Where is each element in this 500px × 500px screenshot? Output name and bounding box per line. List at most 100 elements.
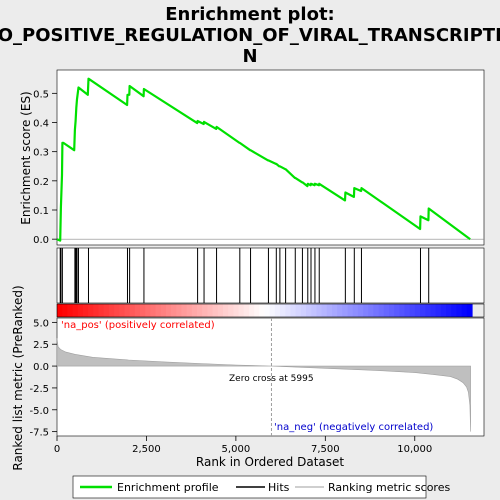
rank-band-cell [342, 304, 349, 317]
rank-band-cell [129, 304, 136, 317]
rank-metric-group [56, 318, 471, 436]
rank-color-band [56, 303, 485, 318]
rank-band-cell [114, 304, 120, 317]
legend-es-label: Enrichment profile [117, 481, 219, 494]
neg-correlated-label: 'na_neg' (negatively correlated) [274, 422, 433, 433]
rank-band-cell [103, 304, 110, 317]
rank-band-cell [316, 304, 323, 317]
rank-band-cell [425, 304, 432, 317]
rank-band-cell [191, 304, 198, 317]
rank-band-cell [88, 304, 94, 317]
es-y-tick-label: 0.2 [33, 177, 49, 188]
rank-y-label: Ranked list metric (PreRanked) [11, 285, 25, 470]
rank-band-cell [93, 304, 100, 317]
rank-band-cell [181, 304, 188, 317]
es-y-tick-label: 0.1 [33, 206, 49, 217]
rank-band-cell [440, 304, 447, 317]
es-curve [56, 77, 471, 242]
rank-band-cell [311, 304, 317, 317]
title-line-2: GO_POSITIVE_REGULATION_OF_VIRAL_TRANSCRI… [0, 25, 500, 46]
rank-band-cell [212, 304, 219, 317]
rank-band-cell [254, 304, 260, 317]
rank-band-cell [368, 304, 375, 317]
rank-band-cell [446, 304, 452, 317]
legend: Enrichment profile Hits Ranking metric s… [72, 475, 450, 499]
rank-band-cell [420, 304, 426, 317]
rank-band-cell [347, 304, 354, 317]
rank-x-label: Rank in Ordered Dataset [196, 455, 344, 469]
rank-band-cell [295, 304, 302, 317]
rank-band-cell [306, 304, 312, 317]
rank-band-cell [202, 304, 209, 317]
rank-y-tick-label: -2.5 [29, 384, 49, 395]
rank-band-cell [290, 304, 297, 317]
es-y-tick-label: 0.3 [33, 148, 49, 159]
rank-band-cell [155, 304, 162, 317]
rank-x-tick-label: 0 [54, 444, 60, 455]
rank-x-tick-label: 5,000 [222, 444, 251, 455]
zero-cross-label: Zero cross at 5995 [229, 374, 314, 384]
rank-band-cell [150, 304, 157, 317]
rank-band-cell [352, 304, 359, 317]
rank-band-cell [171, 304, 177, 317]
rank-y-tick-label: 2.5 [33, 340, 49, 351]
rank-band-cell [57, 304, 63, 317]
rank-band-cell [248, 304, 255, 317]
legend-hits-label: Hits [268, 481, 290, 494]
rank-band-cell [357, 304, 364, 317]
rank-band-cell [409, 304, 416, 317]
hits-group [59, 248, 430, 303]
rank-band-cell [207, 304, 214, 317]
rank-band-cell [228, 304, 234, 317]
rank-band-cell [326, 304, 333, 317]
rank-band-cell [383, 304, 390, 317]
rank-y-tick-label: 5.0 [33, 318, 49, 329]
rank-band-cell [264, 304, 271, 317]
rank-band-cell [435, 304, 442, 317]
rank-band-cell [430, 304, 437, 317]
rank-band-cell [238, 304, 245, 317]
rank-band-cell [394, 304, 400, 317]
rank-band-cell [108, 304, 115, 317]
rank-y-tick-label: -7.5 [29, 428, 49, 439]
rank-band-cell [72, 304, 79, 317]
rank-band-cell [389, 304, 395, 317]
rank-band-cell [331, 304, 338, 317]
rank-band-cell [98, 304, 105, 317]
rank-band-cell [82, 304, 89, 317]
rank-band-cell [223, 304, 229, 317]
rank-band-cell [399, 304, 406, 317]
rank-band-cell [176, 304, 183, 317]
rank-band-cell [337, 304, 343, 317]
rank-band-cell [134, 304, 141, 317]
rank-band-cell [67, 304, 74, 317]
legend-rank-label: Ranking metric scores [328, 481, 450, 494]
rank-metric-area [56, 338, 471, 432]
rank-band-cell [119, 304, 126, 317]
rank-y-tick-label: 0.0 [33, 362, 49, 373]
rank-band-border [56, 303, 485, 318]
rank-y-axis: 5.0 2.5 0.0 -2.5 -5.0 -7.5 [29, 318, 57, 439]
rank-band-cell [456, 304, 463, 317]
rank-band-cell [285, 304, 292, 317]
es-y-tick-label: 0.5 [33, 89, 49, 100]
title-line-1: Enrichment plot: [165, 4, 335, 25]
rank-band-cell [233, 304, 240, 317]
rank-band-cell [378, 304, 385, 317]
rank-y-tick-label: -5.0 [29, 406, 49, 417]
rank-band-cell [217, 304, 224, 317]
rank-plot-area [56, 317, 485, 437]
rank-x-tick-label: 10,000 [397, 444, 432, 455]
rank-band-cell [300, 304, 307, 317]
rank-x-axis: 0 2,500 5,000 7,500 10,000 [54, 436, 432, 455]
rank-band-cell [373, 304, 380, 317]
rank-band-cell [404, 304, 411, 317]
rank-band-cell [186, 304, 193, 317]
hits-plot-area [56, 247, 485, 304]
rank-band-cell [451, 304, 458, 317]
rank-band-cell [145, 304, 151, 317]
rank-band-cell [321, 304, 328, 317]
pos-correlated-label: 'na_pos' (positively correlated) [61, 320, 215, 331]
rank-x-tick-label: 7,500 [311, 444, 340, 455]
es-y-label: Enrichment score (ES) [19, 91, 33, 224]
